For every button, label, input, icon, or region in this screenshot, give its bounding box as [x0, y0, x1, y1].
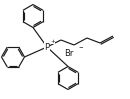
Text: Br: Br — [64, 49, 73, 58]
Text: −: − — [78, 44, 83, 49]
Text: +: + — [50, 39, 55, 43]
Text: P: P — [44, 42, 50, 51]
